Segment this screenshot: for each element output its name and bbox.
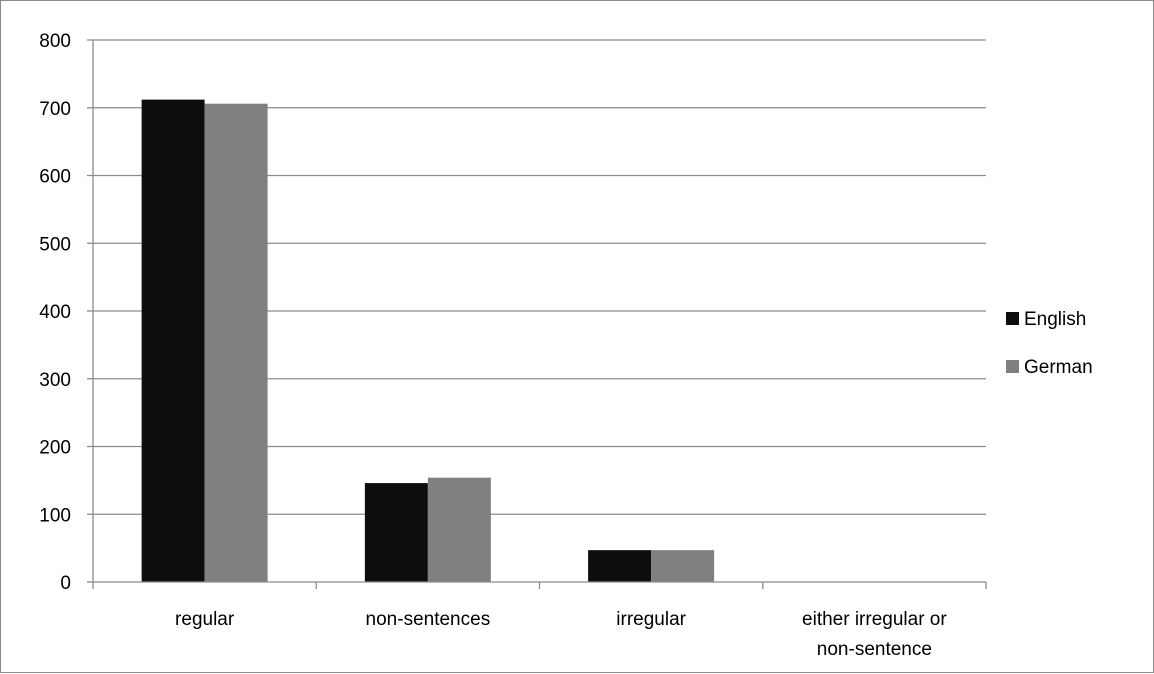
legend-swatch-english xyxy=(1006,312,1019,325)
y-tick-label: 600 xyxy=(39,167,71,188)
y-tick-label: 500 xyxy=(39,234,71,255)
axes xyxy=(87,39,987,589)
x-category-label: either irregular or xyxy=(802,609,947,630)
y-tick-label: 100 xyxy=(39,505,71,526)
y-axis-tick-labels: 0 100 200 300 400 500 600 700 800 xyxy=(39,31,71,594)
y-tick-label: 200 xyxy=(39,438,71,459)
x-category-label: regular xyxy=(175,609,235,630)
bar-german-2 xyxy=(651,550,715,582)
x-category-label: non-sentences xyxy=(366,609,491,630)
legend-label-german: German xyxy=(1024,357,1093,378)
x-axis-category-labels: regular non-sentences irregular either irre… xyxy=(175,609,947,660)
bar-english-1 xyxy=(364,483,428,582)
bar-german-0 xyxy=(204,103,268,582)
y-tick-label: 800 xyxy=(39,31,71,52)
bars xyxy=(141,99,715,583)
bar-english-0 xyxy=(141,99,205,583)
x-category-label: irregular xyxy=(616,609,686,630)
y-tick-label: 400 xyxy=(39,302,71,323)
y-tick-label: 300 xyxy=(39,370,71,391)
legend-swatch-german xyxy=(1006,360,1019,373)
legend-label-english: English xyxy=(1024,309,1086,330)
x-category-label: non-sentence xyxy=(817,639,932,660)
bar-english-2 xyxy=(588,550,652,582)
legend: English German xyxy=(1006,309,1093,378)
bar-german-1 xyxy=(427,477,491,582)
y-tick-label: 700 xyxy=(39,99,71,120)
y-tick-label: 0 xyxy=(60,573,71,594)
